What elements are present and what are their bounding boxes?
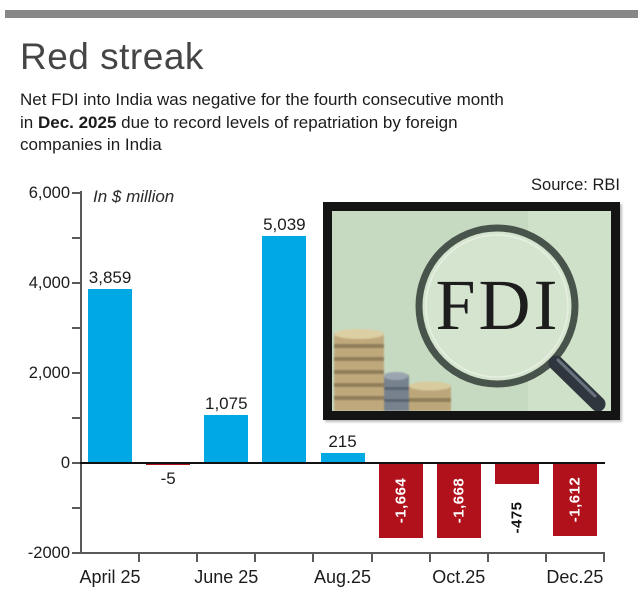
y-axis-tick <box>72 237 81 239</box>
top-accent-bar <box>5 10 638 18</box>
y-axis-tick <box>72 552 81 554</box>
x-axis-tick <box>312 553 315 562</box>
page-title: Red streak <box>20 36 204 77</box>
coin-stacks-icon <box>334 329 451 411</box>
y-axis-tick <box>72 282 81 284</box>
magnifier-icon: FDI <box>415 224 606 411</box>
x-axis-label: Aug.25 <box>313 567 372 587</box>
magnifier-lens <box>419 228 575 384</box>
zero-baseline <box>80 462 605 464</box>
bar-value-label-text: -475 <box>508 501 526 534</box>
bar-month-1 <box>88 289 133 463</box>
x-axis-tick <box>138 553 141 562</box>
y-axis-tick <box>72 192 81 194</box>
bar-value-label-text: -1,668 <box>450 477 468 524</box>
bar-value-label: -5 <box>160 469 176 488</box>
x-axis-label: April 25 <box>79 567 141 587</box>
bar-value-label: -475 <box>495 488 539 546</box>
bar-value-label-text: -1,664 <box>392 477 410 524</box>
bar-value-label: -1,612 <box>553 463 597 536</box>
x-axis-tick <box>254 553 257 562</box>
subtitle: Net FDI into India was negative for the … <box>20 89 504 157</box>
unit-label: In $ million <box>93 187 175 206</box>
subtitle-text-cont: due to record levels of repatriation by … <box>20 112 458 155</box>
y-axis-tick-label: 6,000 <box>28 184 70 202</box>
y-axis-line <box>80 191 82 554</box>
bar-value-label: -1,664 <box>379 463 423 538</box>
bar-month-2 <box>146 463 191 465</box>
fdi-photo-graphic: FDI <box>332 211 611 411</box>
magnifier-handle <box>548 355 606 411</box>
bar-value-label-text: -1,612 <box>566 476 584 523</box>
fdi-photo: FDI <box>323 202 620 420</box>
bar-month-7 <box>436 463 481 539</box>
bar-value-label: 5,039 <box>263 215 306 235</box>
y-axis-tick-label: 0 <box>60 454 70 472</box>
x-axis-tick <box>370 553 373 562</box>
x-axis-tick <box>196 553 199 562</box>
y-axis-tick-label: 2,000 <box>28 364 70 382</box>
x-axis-label: Dec.25 <box>546 567 604 587</box>
bar-month-5 <box>320 453 365 463</box>
subtitle-text: Net FDI into India was negative for the … <box>20 90 504 132</box>
bar-value-label: -1,668 <box>437 463 481 538</box>
x-axis-label: Oct.25 <box>432 567 486 587</box>
x-axis-tick <box>544 553 547 562</box>
bar-month-3 <box>204 414 249 463</box>
bar-month-8 <box>494 463 539 485</box>
x-axis-tick <box>486 553 489 562</box>
y-axis-tick <box>72 462 81 464</box>
bar-value-label: 1,075 <box>204 393 248 413</box>
bar-value-label: 3,859 <box>88 268 132 288</box>
x-axis-label: June 25 <box>194 567 259 587</box>
y-axis-tick <box>72 417 81 419</box>
x-axis-tick <box>603 553 605 562</box>
x-axis-tick <box>428 553 431 562</box>
source-label: Source: RBI <box>531 176 620 194</box>
bar-month-9 <box>552 463 597 536</box>
y-axis-tick <box>72 327 81 329</box>
x-axis-line <box>80 552 605 554</box>
y-axis-tick <box>72 507 81 509</box>
y-axis-tick <box>72 372 81 374</box>
fdi-lens-text: FDI <box>435 265 560 345</box>
subtitle-bold-date: Dec. 2025 <box>37 112 117 132</box>
y-axis-tick-label: -2000 <box>27 544 70 562</box>
bar-month-6 <box>378 463 423 538</box>
bar-month-4 <box>262 236 307 463</box>
y-axis-tick-label: 4,000 <box>28 274 70 292</box>
bar-value-label: 215 <box>328 432 357 452</box>
